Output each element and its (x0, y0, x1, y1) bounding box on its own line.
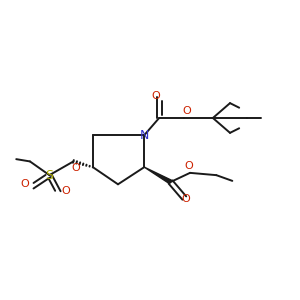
Text: O: O (151, 91, 160, 101)
Text: S: S (45, 169, 53, 182)
Text: O: O (184, 161, 193, 171)
Polygon shape (144, 167, 172, 184)
Text: O: O (71, 163, 80, 173)
Text: O: O (182, 106, 191, 116)
Text: O: O (61, 186, 70, 196)
Text: N: N (140, 129, 149, 142)
Text: O: O (20, 179, 28, 189)
Text: O: O (181, 194, 190, 204)
